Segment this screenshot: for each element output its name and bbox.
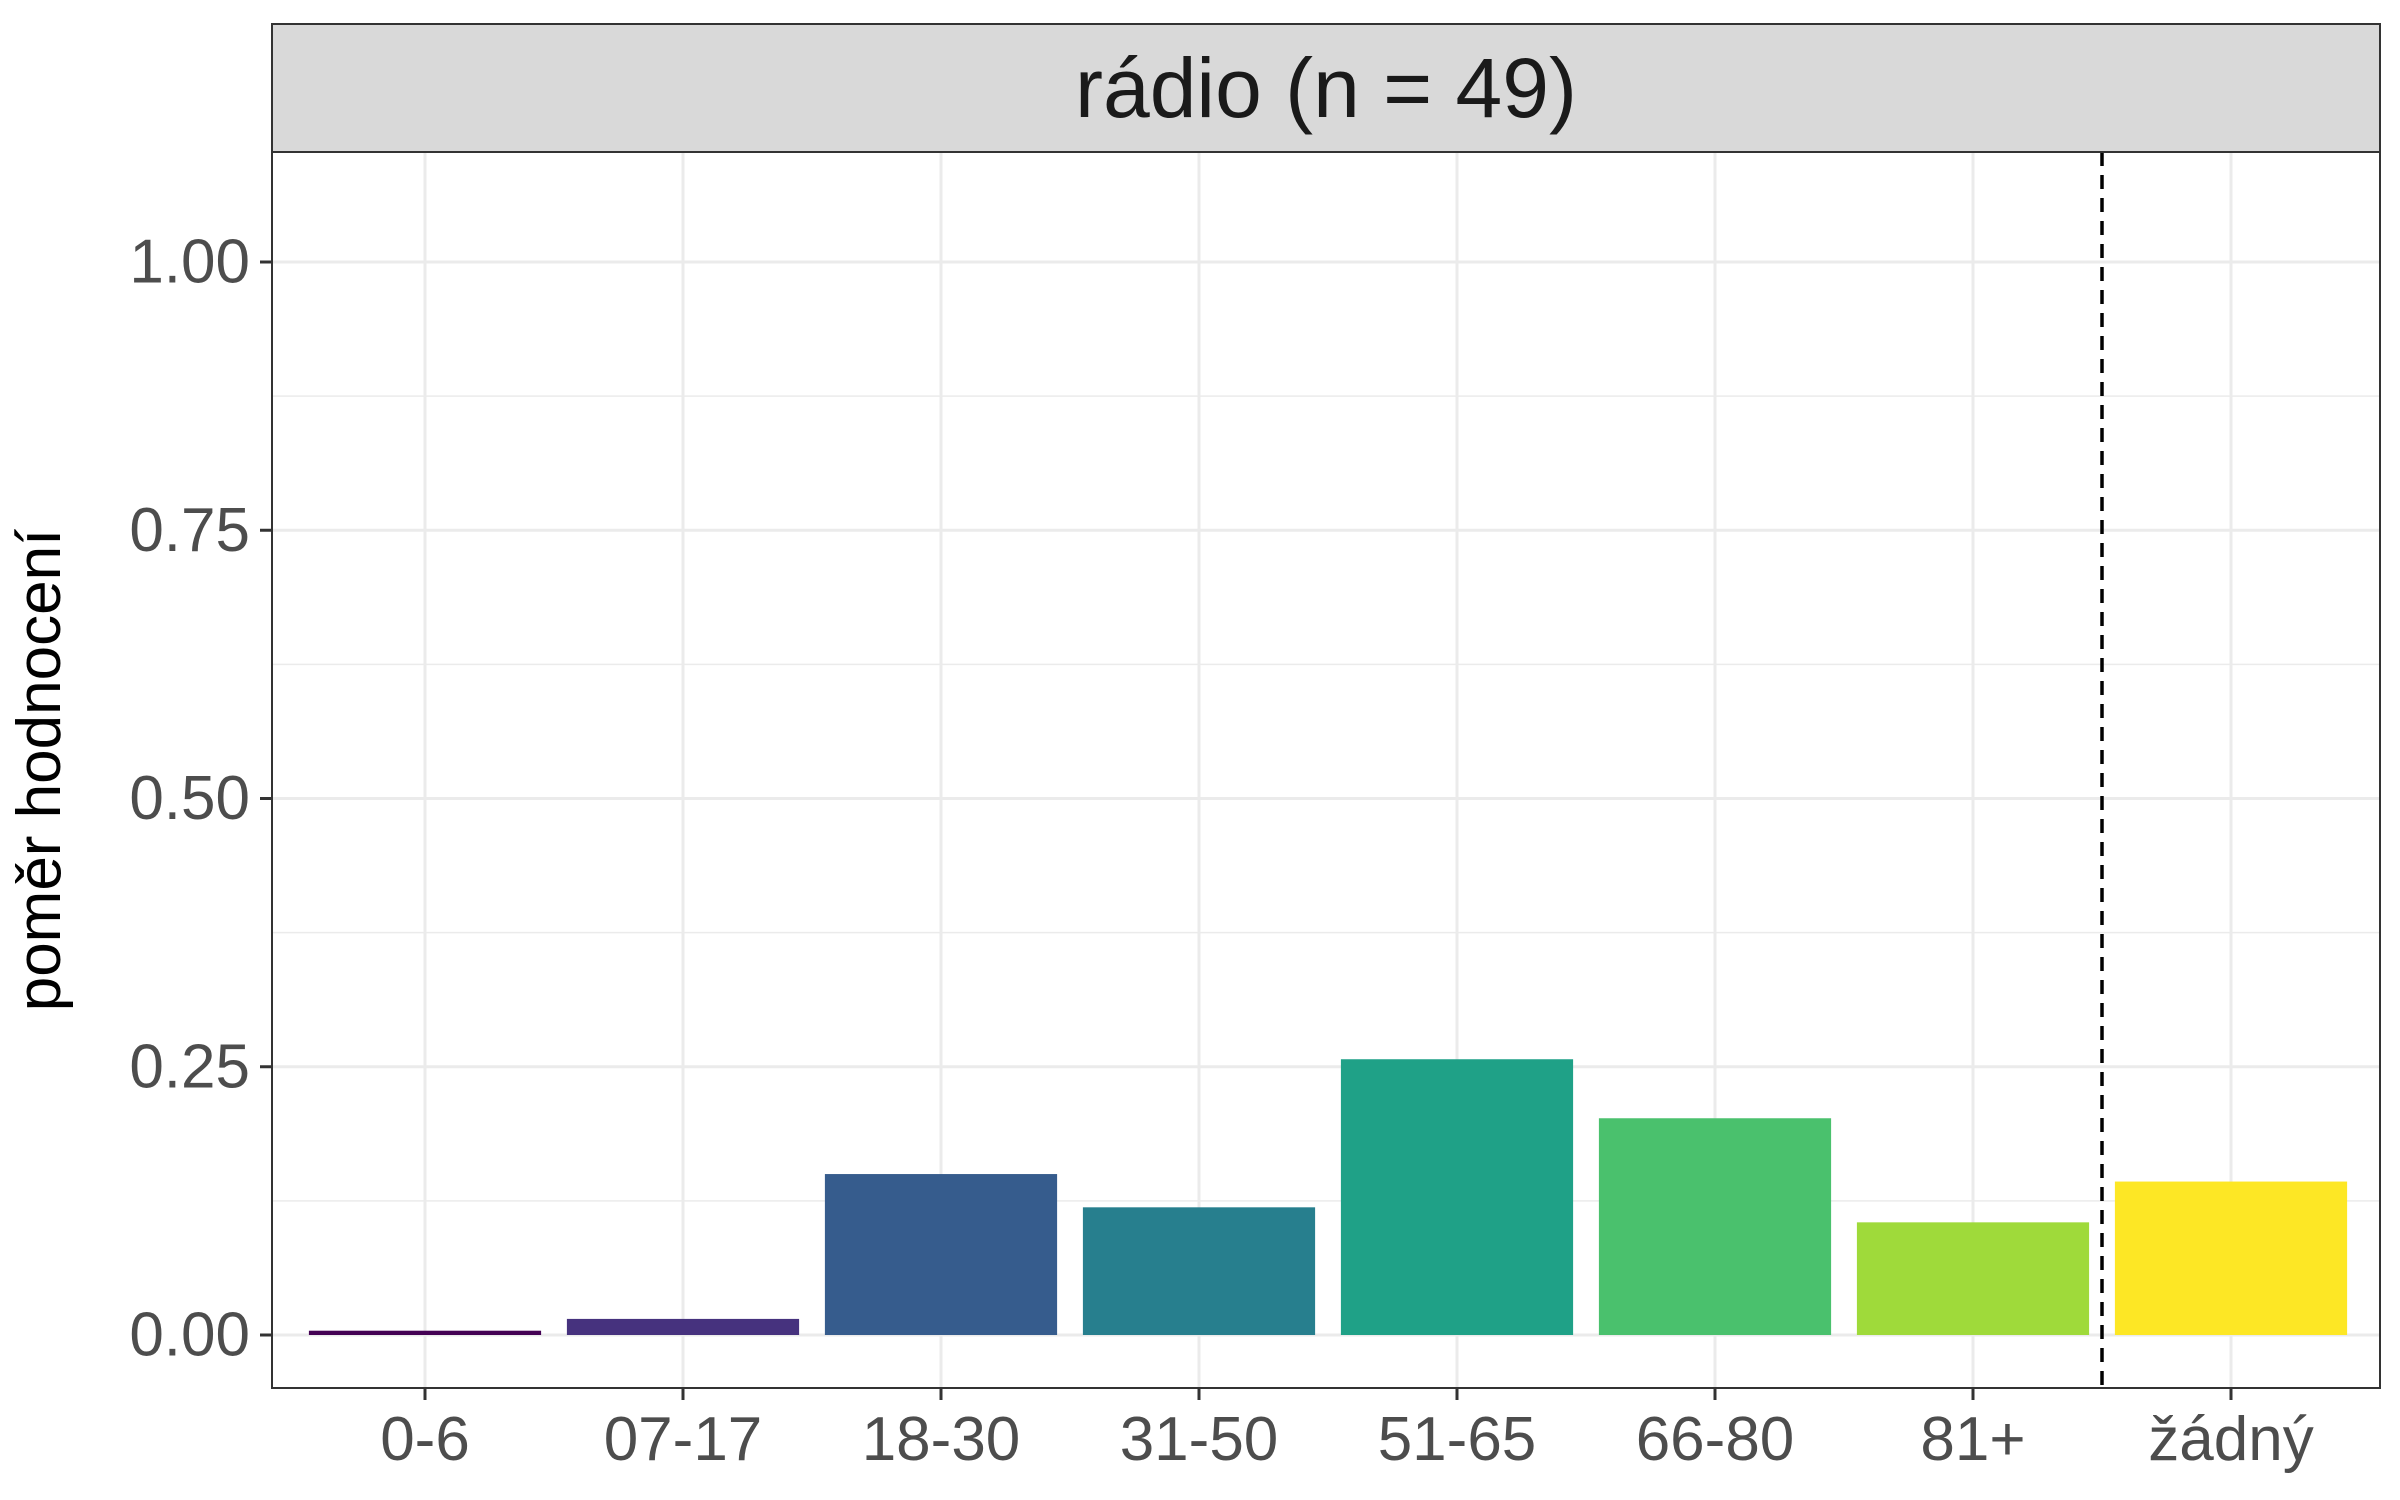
plot-panel bbox=[272, 152, 2380, 1388]
y-axis-title: poměr hodnocení bbox=[5, 529, 74, 1012]
x-tick-label: 31-50 bbox=[1120, 1405, 1279, 1474]
bar-18-30 bbox=[824, 1174, 1058, 1335]
y-tick-label: 0.50 bbox=[129, 764, 250, 833]
y-tick-label: 0.75 bbox=[129, 496, 250, 565]
y-axis: 0.00 0.25 0.50 0.75 1.00 bbox=[129, 228, 272, 1370]
bar-81+ bbox=[1856, 1222, 2090, 1335]
x-tick-label: 18-30 bbox=[862, 1405, 1021, 1474]
plot-panel-border bbox=[271, 151, 2381, 1389]
bar-31-50 bbox=[1082, 1207, 1316, 1335]
facet-title: rádio (n = 49) bbox=[1075, 41, 1577, 135]
bars bbox=[308, 1059, 2348, 1335]
x-tick-label: žádný bbox=[2148, 1405, 2313, 1474]
bar-51-65 bbox=[1340, 1059, 1574, 1335]
x-tick-label: 51-65 bbox=[1378, 1405, 1537, 1474]
bar-žádný bbox=[2114, 1181, 2348, 1335]
x-tick-label: 07-17 bbox=[604, 1405, 763, 1474]
x-tick-label: 0-6 bbox=[380, 1405, 470, 1474]
bar-0-6 bbox=[308, 1330, 542, 1335]
y-tick-label: 1.00 bbox=[129, 228, 250, 297]
x-tick-label: 81+ bbox=[1920, 1405, 2025, 1474]
x-axis: 0-6 07-17 18-30 31-50 51-65 66-80 81+ žádný bbox=[380, 1388, 2314, 1474]
gridlines bbox=[272, 152, 2380, 1388]
x-tick-label: 66-80 bbox=[1636, 1405, 1795, 1474]
bar-66-80 bbox=[1598, 1118, 1832, 1335]
y-tick-label: 0.25 bbox=[129, 1032, 250, 1101]
facet-strip bbox=[271, 23, 2381, 153]
y-tick-label: 0.00 bbox=[129, 1301, 250, 1370]
bar-07-17 bbox=[566, 1318, 800, 1335]
